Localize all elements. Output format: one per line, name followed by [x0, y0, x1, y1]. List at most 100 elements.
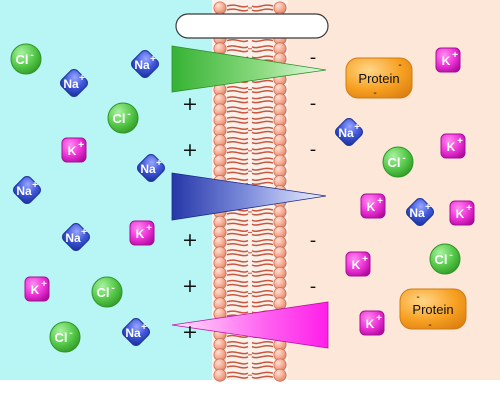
svg-text:Na: Na [134, 58, 150, 72]
lipid-tail [251, 259, 274, 263]
lipid-tail [251, 361, 274, 365]
svg-text:-: - [69, 328, 72, 339]
lipid-tail [226, 110, 249, 114]
svg-text:+: + [466, 203, 472, 214]
lipid-tail [226, 253, 249, 257]
lipid-tail [251, 147, 274, 151]
minus-sign: - [310, 47, 317, 68]
lipid-tail [226, 151, 249, 155]
lipid-tail [251, 279, 274, 283]
lipid-tail [251, 304, 274, 308]
svg-text:-: - [428, 320, 431, 331]
lipid-tail [226, 341, 249, 345]
lipid-tail [226, 100, 249, 104]
svg-text:-: - [111, 283, 114, 294]
lipid-tail [226, 361, 249, 365]
potassium-ion: K + [24, 276, 50, 302]
minus-sign: - [310, 276, 317, 297]
lipid-tail [251, 212, 274, 216]
svg-text:-: - [449, 250, 452, 261]
sodium-ion: Na + [335, 118, 363, 146]
sodium-ion: Na + [131, 50, 159, 78]
svg-text:Cl: Cl [55, 330, 68, 345]
lipid-tail [226, 355, 249, 359]
svg-text:K: K [136, 227, 145, 241]
svg-text:K: K [366, 317, 375, 331]
svg-text:+: + [376, 313, 382, 324]
lipid-tail [251, 283, 274, 287]
chloride-ion: Cl - [49, 321, 81, 353]
lipid-tail [251, 263, 274, 267]
svg-text:K: K [68, 144, 77, 158]
svg-text:-: - [30, 50, 33, 61]
lipid-tail [226, 294, 249, 298]
svg-text:Cl: Cl [435, 252, 448, 267]
svg-text:+: + [377, 196, 383, 207]
lipid-tail [226, 300, 249, 304]
lipid-tail [226, 243, 249, 247]
lipid-tail [251, 45, 274, 49]
title-box [175, 13, 329, 39]
lipid-tail [251, 355, 274, 359]
svg-text:Na: Na [140, 162, 156, 176]
lipid-tail [226, 212, 249, 216]
lipid-tail [251, 232, 274, 236]
lipid-tail [226, 45, 249, 49]
potassium-ion: K + [129, 220, 155, 246]
lipid-tail [251, 151, 274, 155]
lipid-tail [251, 39, 274, 43]
lipid-tail [226, 171, 249, 175]
minus-sign: - [310, 139, 317, 160]
lipid-tail [251, 4, 274, 8]
lipid-tail [251, 55, 274, 59]
svg-text:+: + [41, 279, 47, 290]
svg-text:K: K [367, 200, 376, 214]
svg-text:+: + [146, 223, 152, 234]
lipid-tail [226, 96, 249, 100]
lipid-tail [226, 106, 249, 110]
lipid-tail [251, 371, 274, 375]
lipid-tail [226, 334, 249, 338]
lipid-tail [226, 167, 249, 171]
potassium-ion: K + [359, 310, 385, 336]
lipid-tail [251, 106, 274, 110]
lipid-tail [251, 167, 274, 171]
svg-text:K: K [447, 140, 456, 154]
lipid-tail [251, 90, 274, 94]
lipid-tail [226, 141, 249, 145]
potassium-ion: K + [440, 133, 466, 159]
svg-text:-: - [416, 292, 419, 303]
lipid-tail [251, 222, 274, 226]
lipid-tail [251, 110, 274, 114]
svg-text:-: - [402, 153, 405, 164]
lipid-tail [251, 243, 274, 247]
lipid-tail [226, 365, 249, 369]
lipid-tail [226, 222, 249, 226]
protein: Protein - - [399, 288, 467, 331]
svg-text:Na: Na [65, 231, 81, 245]
lipid-tail [226, 177, 249, 181]
extracellular-ions: Cl - Cl - Cl - Cl - Na + [10, 43, 165, 353]
lipid-tail [226, 126, 249, 130]
svg-text:K: K [442, 54, 451, 68]
potassium-ion: K + [360, 193, 386, 219]
svg-text:Cl: Cl [97, 285, 110, 300]
lipid-tail [226, 263, 249, 267]
svg-text:+: + [32, 180, 38, 191]
lipid-tail [226, 304, 249, 308]
lipid-tail [226, 147, 249, 151]
svg-text:Cl: Cl [388, 155, 401, 170]
lipid-tail [251, 79, 274, 83]
lipid-tail [226, 239, 249, 243]
svg-text:-: - [127, 109, 130, 120]
lipid-tail [251, 300, 274, 304]
lipid-tail [251, 161, 274, 165]
svg-text:+: + [457, 136, 463, 147]
intracellular-ions: Protein - - Protein - - Cl - Cl - [335, 47, 475, 336]
lipid-tail [251, 130, 274, 134]
lipid-tail [226, 279, 249, 283]
lipid-tail [251, 239, 274, 243]
lipid-tail [226, 4, 249, 8]
